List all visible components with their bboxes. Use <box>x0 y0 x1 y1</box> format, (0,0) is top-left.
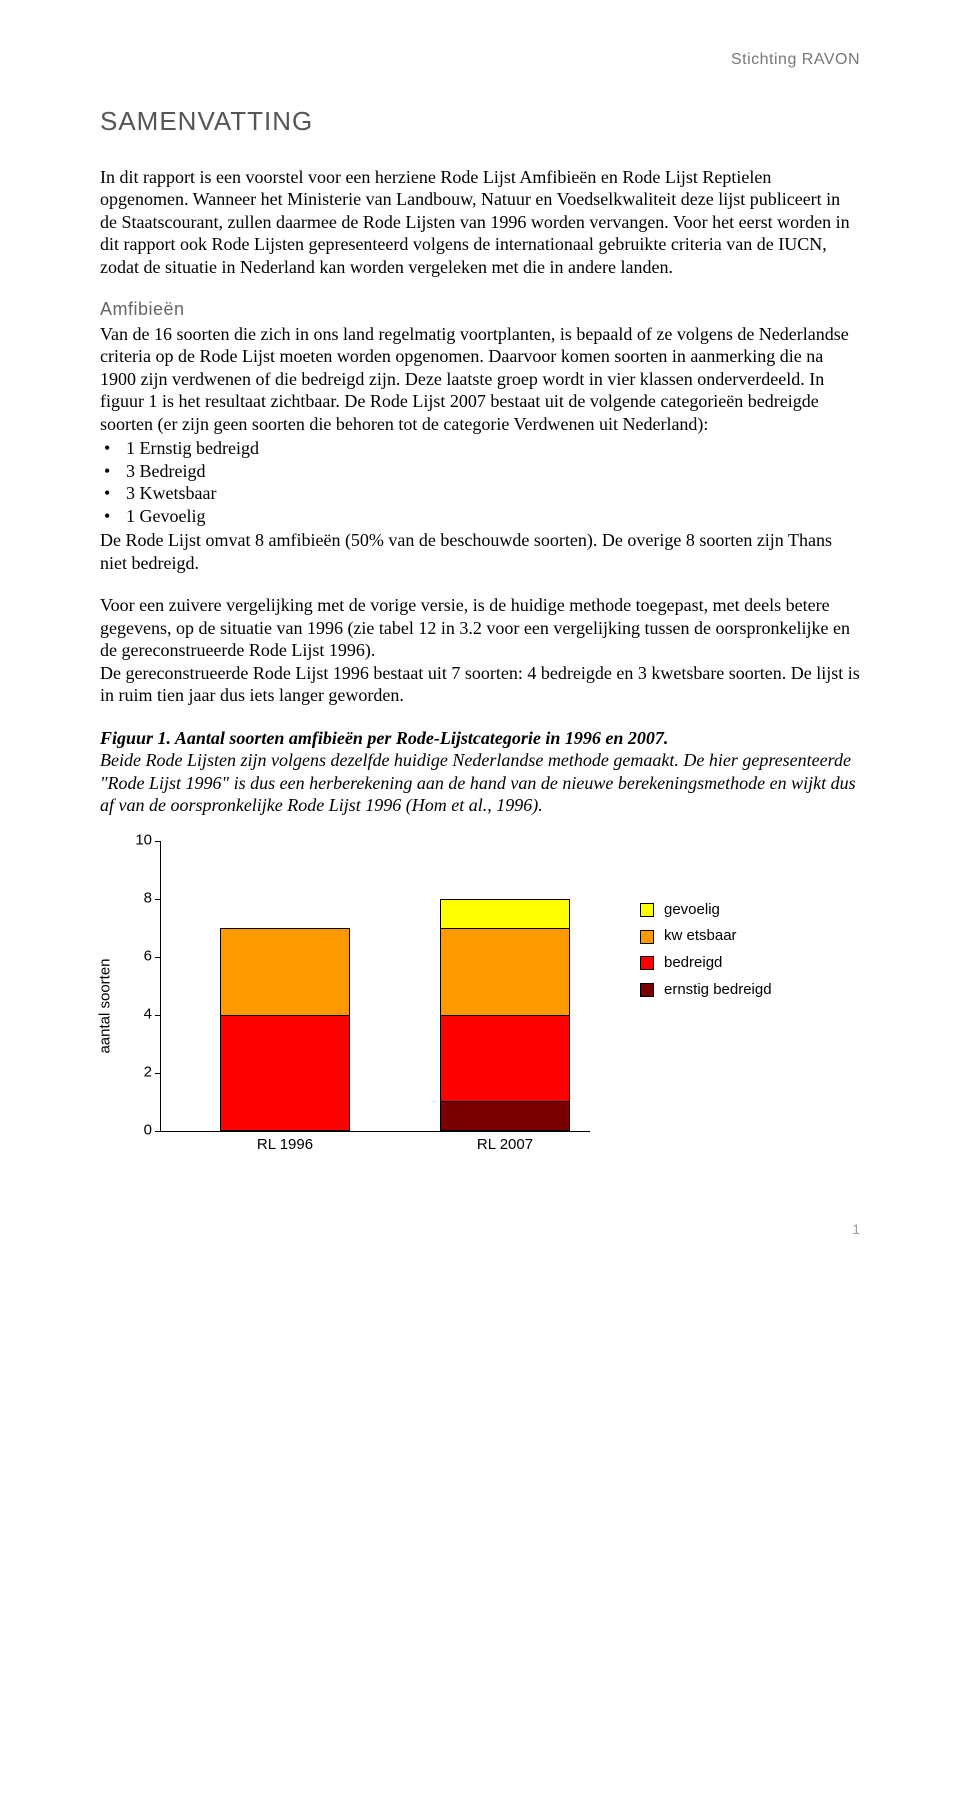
bar-segment-gevoelig <box>441 900 569 929</box>
x-tick-label: RL 1996 <box>220 1136 350 1155</box>
figure-1-chart: aantal soorten 0246810RL 1996RL 2007 gev… <box>100 831 860 1181</box>
para-a: Van de 16 soorten die zich in ons land r… <box>100 323 860 436</box>
bar-RL-2007 <box>440 899 570 1131</box>
y-tick-mark <box>155 841 160 842</box>
y-tick-label: 10 <box>100 831 152 850</box>
figure-title: Figuur 1. Aantal soorten amfibieën per R… <box>100 727 860 750</box>
y-tick-label: 8 <box>100 889 152 908</box>
legend-label: ernstig bedreigd <box>664 981 772 1000</box>
list-item: 3 Bedreigd <box>100 460 860 483</box>
bar-segment-kwetsbaar <box>221 929 349 1015</box>
y-tick-mark <box>155 957 160 958</box>
bar-RL-1996 <box>220 928 350 1131</box>
legend-item-bedreigd: bedreigd <box>640 954 772 973</box>
plot-area <box>160 841 590 1131</box>
section-heading-amfibieen: Amfibieën <box>100 298 860 321</box>
y-tick-label: 4 <box>100 1005 152 1024</box>
stacked-bar-chart: aantal soorten 0246810RL 1996RL 2007 <box>100 831 620 1181</box>
para-b: De Rode Lijst omvat 8 amfibieën (50% van… <box>100 529 860 574</box>
y-tick-label: 6 <box>100 947 152 966</box>
y-tick-label: 0 <box>100 1121 152 1140</box>
para-d: De gereconstrueerde Rode Lijst 1996 best… <box>100 662 860 707</box>
org-header: Stichting RAVON <box>100 50 860 70</box>
chart-legend: gevoelig kw etsbaar bedreigd ernstig bedrei… <box>640 901 772 1008</box>
legend-swatch <box>640 956 654 970</box>
x-tick-label: RL 2007 <box>440 1136 570 1155</box>
legend-swatch <box>640 930 654 944</box>
legend-label: kw etsbaar <box>664 927 737 946</box>
bar-segment-bedreigd <box>441 1015 569 1101</box>
intro-paragraph: In dit rapport is een voorstel voor een … <box>100 166 860 279</box>
y-tick-mark <box>155 1073 160 1074</box>
legend-swatch <box>640 903 654 917</box>
list-item: 3 Kwetsbaar <box>100 482 860 505</box>
category-bullet-list: 1 Ernstig bedreigd 3 Bedreigd 3 Kwetsbaa… <box>100 437 860 527</box>
x-axis-line <box>160 1131 590 1132</box>
y-tick-mark <box>155 1131 160 1132</box>
legend-item-kwetsbaar: kw etsbaar <box>640 927 772 946</box>
list-item: 1 Ernstig bedreigd <box>100 437 860 460</box>
bar-segment-bedreigd <box>221 1015 349 1130</box>
page-title: SAMENVATTING <box>100 105 860 138</box>
page-number: 1 <box>100 1221 860 1239</box>
figure-caption: Beide Rode Lijsten zijn volgens dezelfde… <box>100 749 860 817</box>
bar-segment-kwetsbaar <box>441 928 569 1014</box>
y-tick-mark <box>155 1015 160 1016</box>
para-c: Voor een zuivere vergelijking met de vor… <box>100 594 860 662</box>
legend-swatch <box>640 983 654 997</box>
legend-label: gevoelig <box>664 901 720 920</box>
legend-item-ernstig_bedreigd: ernstig bedreigd <box>640 981 772 1000</box>
y-tick-label: 2 <box>100 1063 152 1082</box>
legend-label: bedreigd <box>664 954 722 973</box>
legend-item-gevoelig: gevoelig <box>640 901 772 920</box>
list-item: 1 Gevoelig <box>100 505 860 528</box>
bar-segment-ernstig_bedreigd <box>441 1101 569 1130</box>
y-tick-mark <box>155 899 160 900</box>
